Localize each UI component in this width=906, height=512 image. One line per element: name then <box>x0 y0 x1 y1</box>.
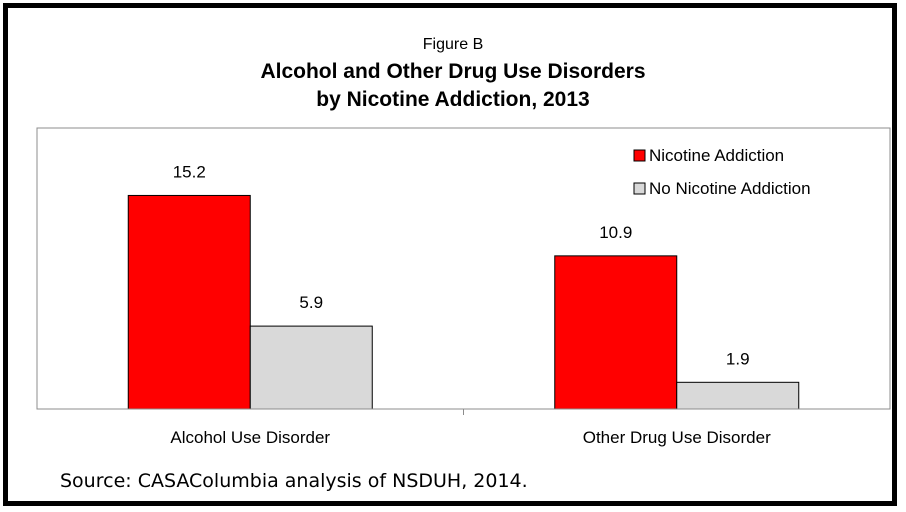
figure-label: Figure B <box>422 36 484 53</box>
data-label-0-1: 10.9 <box>599 223 632 242</box>
category-label-1: Other Drug Use Disorder <box>583 428 771 447</box>
chart-title-line1: Alcohol and Other Drug Use Disorders <box>260 60 646 83</box>
source-note: Source: CASAColumbia analysis of NSDUH, … <box>60 470 528 492</box>
data-label-0-0: 15.2 <box>173 162 206 181</box>
legend-label-0: Nicotine Addiction <box>649 146 784 165</box>
legend-swatch-0 <box>633 149 646 162</box>
data-label-1-0: 5.9 <box>299 293 323 312</box>
bar-nicotine-0 <box>127 194 251 410</box>
bar-no-nicotine-0 <box>249 325 373 410</box>
chart-title-line2: by Nicotine Addiction, 2013 <box>316 88 590 111</box>
legend-label-1: No Nicotine Addiction <box>649 179 811 198</box>
bar-nicotine-1 <box>554 255 678 410</box>
bar-no-nicotine-1 <box>676 381 800 410</box>
legend-swatch-1 <box>633 182 646 195</box>
data-label-1-1: 1.9 <box>726 349 750 368</box>
category-label-0: Alcohol Use Disorder <box>170 428 330 447</box>
